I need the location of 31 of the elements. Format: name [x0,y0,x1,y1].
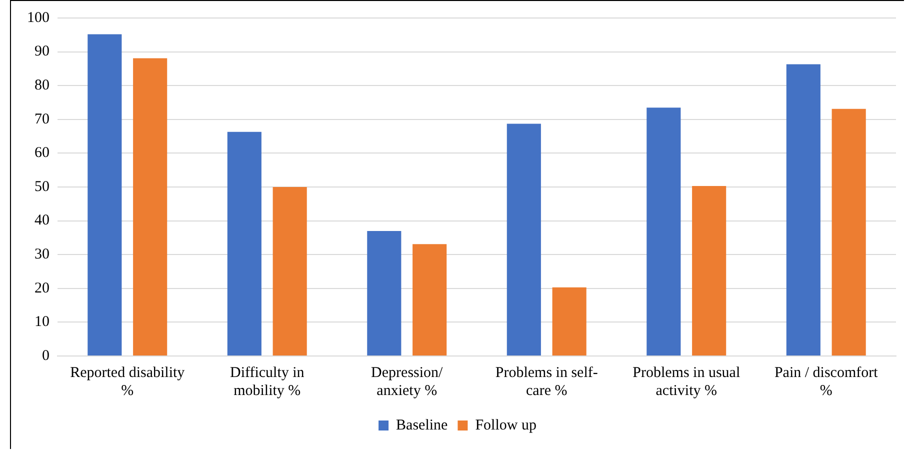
legend-label: Follow up [475,417,536,434]
bar [412,244,447,356]
bar [692,186,726,356]
y-tick-label: 30 [34,246,50,263]
bar [552,287,586,356]
bar [133,58,168,356]
x-tick-label: Problems in usual activity % [632,364,740,399]
bar [227,132,262,356]
bar [832,108,866,356]
y-tick-label: 60 [34,145,50,162]
x-tick-label: Difficulty in mobility % [230,364,305,399]
y-tick-label: 20 [34,280,50,296]
x-tick-label: Pain / discomfort % [774,364,879,399]
bar [88,34,122,356]
bar [786,64,820,356]
x-tick-label: Depression/ anxiety % [371,364,444,399]
bar [272,187,307,356]
bar [367,230,402,356]
bar [646,108,681,356]
x-tick-label: Problems in self-care % [495,364,598,399]
y-tick-label: 80 [34,78,50,94]
y-tick-label: 90 [34,44,50,60]
x-tick-label: Reported disability % [70,364,186,399]
y-tick-label: 10 [34,314,50,330]
y-tick-label: 0 [42,348,50,364]
bar [506,124,541,356]
legend-label: Baseline [396,417,448,434]
y-tick-label: 100 [27,10,50,26]
y-tick-label: 50 [34,178,50,195]
y-tick-label: 70 [34,111,50,128]
y-tick-label: 40 [34,212,50,229]
